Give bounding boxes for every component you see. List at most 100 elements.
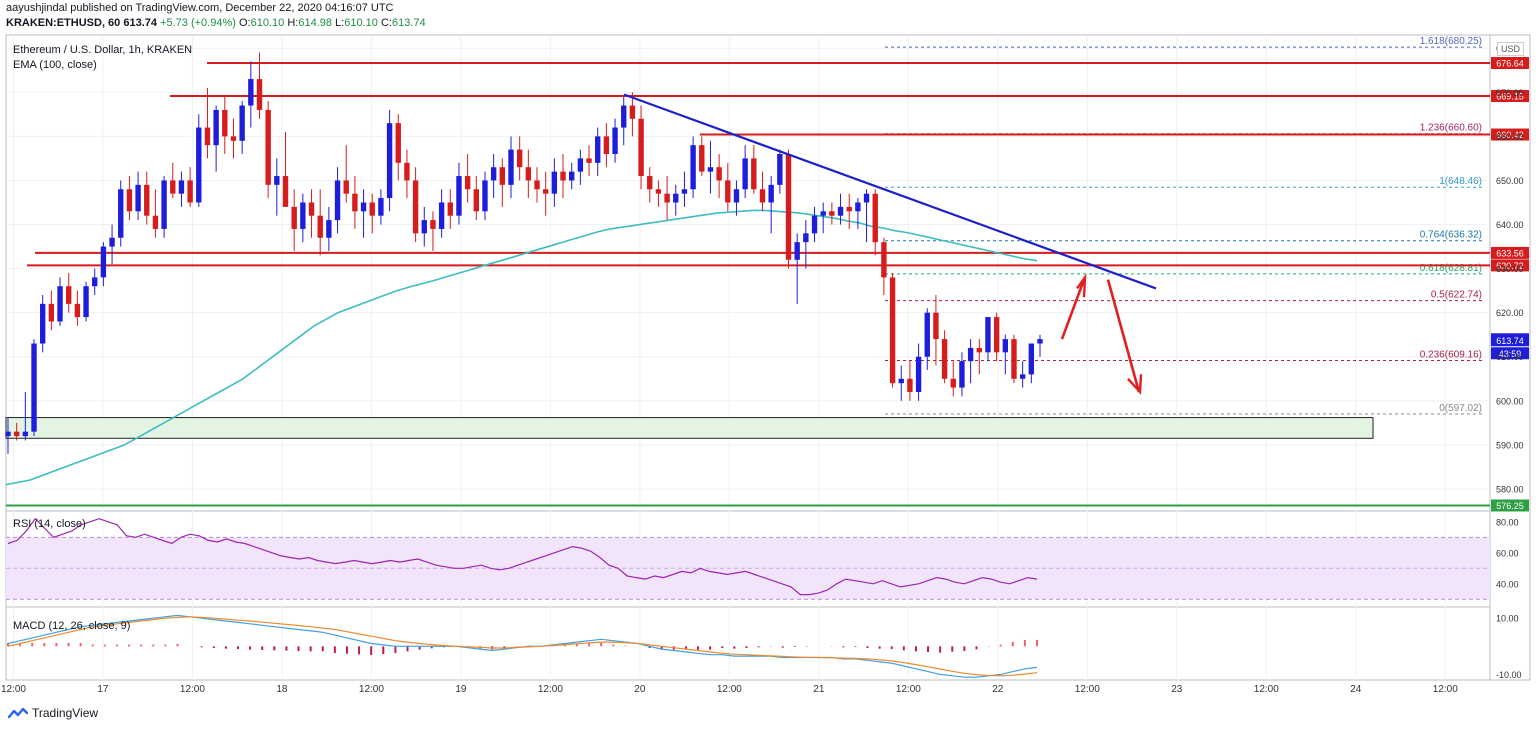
- candle-body-73: [638, 118, 644, 177]
- price-tick-3: 610.00: [1496, 352, 1524, 362]
- candle-body-83: [725, 180, 731, 203]
- time-tick-2: 12:00: [180, 684, 205, 695]
- candle-body-25: [222, 109, 228, 137]
- fib-label-0: 1.618(680.25): [1420, 36, 1482, 47]
- ema-line: [5, 209, 1038, 486]
- signal-line: [7, 616, 1038, 677]
- price-tick-9: 670.00: [1496, 88, 1524, 98]
- ohlc-c-value: 613.74: [391, 17, 426, 29]
- candle-body-105: [915, 356, 922, 392]
- currency-badge[interactable]: USD: [1497, 42, 1525, 56]
- footer-brand[interactable]: TradingView: [8, 706, 98, 720]
- price-tick-5: 630.00: [1496, 264, 1524, 274]
- candle-body-30: [265, 109, 271, 185]
- level-label-5: 576.25: [1496, 501, 1524, 511]
- price-tick-8: 660.00: [1496, 132, 1524, 142]
- candle-body-38: [334, 180, 341, 221]
- current-price-tag: [1491, 333, 1529, 347]
- fib-label-2: 1(648.46): [1439, 176, 1482, 187]
- candle-body-118: [1028, 343, 1035, 375]
- candle-body-106: [924, 312, 930, 357]
- candle-body-26: [230, 136, 237, 141]
- candle-body-5: [48, 303, 55, 322]
- candle-body-23: [204, 127, 211, 146]
- last-price: 613.74: [123, 17, 158, 29]
- candle-body-50: [438, 202, 445, 229]
- ohlc-h-label: H:: [287, 17, 299, 29]
- candle-body-94: [820, 211, 826, 216]
- rsi-series: [6, 517, 1490, 600]
- level-label-2: 660.42: [1496, 130, 1524, 140]
- price-pane[interactable]: [5, 34, 1491, 512]
- y-axis-labels: 613.74 43:59 580.00 590.00 600.00 610.00 620.0…: [1491, 44, 1529, 680]
- candle-body-99: [863, 193, 870, 203]
- time-tick-0: 12:00: [1, 684, 26, 695]
- horizontal-levels: 676.64 669.15 660.42 633.56 630.72 576.25: [6, 57, 1529, 512]
- candle-body-72: [629, 105, 636, 119]
- candle-body-40: [352, 193, 358, 212]
- candle-body-64: [560, 171, 566, 181]
- candle-body-17: [152, 215, 159, 229]
- candle-body-74: [647, 176, 653, 190]
- time-tick-9: 21: [813, 684, 825, 695]
- candle-body-87: [759, 189, 766, 203]
- candle-body-108: [941, 339, 948, 379]
- candle-body-11: [100, 246, 107, 278]
- candle-body-56: [490, 167, 497, 181]
- rsi-tick-2: 80.00: [1496, 517, 1519, 527]
- candle-body-45: [395, 123, 401, 163]
- candle-body-76: [664, 193, 670, 203]
- candle-body-21: [187, 180, 193, 203]
- candle-body-9: [83, 286, 89, 318]
- candle-body-116: [1011, 339, 1017, 379]
- candle-body-97: [846, 206, 852, 212]
- candle-body-13: [118, 189, 124, 238]
- candle-body-20: [178, 180, 185, 194]
- candle-body-4: [40, 303, 46, 344]
- macd-pane[interactable]: [5, 606, 1491, 681]
- time-tick-15: 24: [1350, 684, 1362, 695]
- candle-body-31: [274, 176, 280, 185]
- main-pane-title: Ethereum / U.S. Dollar, 1h, KRAKEN: [13, 44, 193, 56]
- candle-body-58: [508, 149, 514, 185]
- time-tick-12: 12:00: [1075, 684, 1100, 695]
- candle-body-46: [404, 162, 410, 181]
- chart-canvas[interactable]: 1.618(680.25) 1.236(660.60) 1(648.46) 0.764…: [0, 0, 1536, 700]
- candle-body-104: [907, 378, 913, 392]
- candle-body-85: [742, 158, 748, 190]
- candle-body-33: [291, 206, 297, 229]
- descending-trendline: [623, 93, 1157, 290]
- candle-body-111: [967, 347, 974, 362]
- candle-body-1: [13, 431, 20, 437]
- publisher-name[interactable]: aayushjindal: [6, 2, 68, 14]
- countdown-tag: [1491, 347, 1529, 360]
- price-change: +5.73 (+0.94%): [160, 17, 236, 29]
- candle-body-28: [248, 79, 254, 106]
- candle-body-114: [993, 317, 1000, 353]
- candle-body-113: [985, 317, 991, 353]
- candle-body-90: [785, 154, 792, 260]
- candle-body-96: [837, 206, 844, 216]
- countdown-label: 43:59: [1499, 349, 1522, 359]
- candle-body-12: [109, 237, 115, 247]
- price-tick-1: 590.00: [1496, 440, 1524, 450]
- candle-body-115: [1002, 339, 1008, 353]
- forecast-arrows: [1060, 273, 1143, 395]
- ema-legend: EMA (100, close): [13, 59, 97, 71]
- candle-body-15: [135, 184, 141, 212]
- candle-body-81: [707, 167, 714, 172]
- fib-label-4: 0.618(628.81): [1420, 263, 1482, 274]
- candle-body-80: [699, 145, 705, 172]
- candle-body-32: [282, 176, 289, 207]
- candle-body-60: [525, 167, 532, 181]
- time-tick-7: 20: [634, 684, 646, 695]
- footer-brand-text: TradingView: [32, 706, 99, 720]
- tradingview-logo-icon: [8, 707, 28, 719]
- arrow-down-head: [1127, 374, 1143, 395]
- candle-body-119: [1037, 339, 1043, 344]
- candle-body-100: [872, 193, 878, 243]
- candle-body-57: [499, 167, 506, 185]
- candle-body-88: [768, 184, 774, 203]
- time-tick-14: 12:00: [1254, 684, 1279, 695]
- candle-body-29: [256, 79, 263, 110]
